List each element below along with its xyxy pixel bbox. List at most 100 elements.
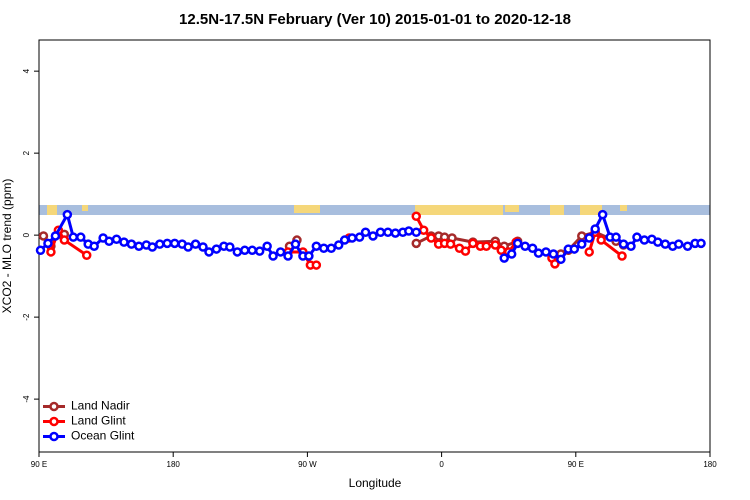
series-line (49, 215, 623, 267)
point (81, 250, 92, 260)
legend-marker (49, 431, 59, 442)
point (569, 244, 580, 254)
land-patch (550, 205, 564, 215)
point (104, 236, 114, 247)
x-tick-label: 0 (439, 460, 444, 469)
point (496, 245, 506, 256)
point (468, 238, 478, 249)
point (368, 231, 378, 241)
point (383, 227, 393, 238)
land-patch (47, 205, 57, 215)
point (347, 233, 357, 243)
point (262, 241, 272, 251)
point (556, 254, 566, 265)
x-tick-label: 90 E (31, 460, 47, 469)
y-tick-label: 0 (22, 232, 31, 237)
point (68, 232, 79, 242)
land-patch (82, 205, 88, 211)
point (225, 242, 235, 252)
point (590, 224, 600, 234)
point (617, 251, 627, 261)
point (232, 247, 243, 257)
point (155, 239, 165, 249)
point (418, 225, 429, 235)
y-tick-label: -4 (22, 395, 31, 403)
x-tick-label: 180 (703, 460, 717, 469)
point (541, 247, 551, 257)
legend-marker (49, 416, 59, 427)
point (506, 249, 517, 259)
point (46, 247, 56, 257)
point (584, 233, 594, 243)
point (360, 227, 371, 238)
point (597, 209, 608, 220)
point (548, 249, 559, 259)
point (577, 231, 587, 241)
point (404, 226, 414, 236)
point (50, 231, 61, 241)
point (611, 232, 621, 242)
point (247, 245, 257, 256)
point (639, 235, 650, 245)
point (411, 211, 422, 222)
point (204, 247, 214, 257)
point (126, 239, 137, 249)
point (290, 239, 301, 249)
point (445, 239, 456, 249)
point (499, 253, 509, 263)
x-tick-label: 180 (167, 460, 181, 469)
ocean-strip (39, 205, 710, 215)
point (38, 231, 49, 241)
point (626, 241, 636, 251)
point (304, 251, 314, 261)
y-tick-label: 2 (22, 150, 31, 155)
point (59, 235, 70, 245)
point (660, 239, 671, 249)
point (411, 227, 422, 238)
point (169, 238, 180, 249)
chart-title: 12.5N-17.5N February (Ver 10) 2015-01-01… (179, 11, 571, 28)
point (119, 237, 129, 247)
point (162, 238, 172, 249)
land-patch (294, 205, 320, 213)
y-tick-label: 4 (22, 68, 31, 73)
point (311, 241, 322, 251)
x-tick-label: 90 W (298, 460, 317, 469)
point (275, 247, 286, 257)
point (426, 233, 436, 243)
point (339, 235, 350, 245)
y-tick-label: -2 (22, 313, 31, 321)
point (240, 245, 250, 256)
point (653, 237, 663, 247)
point (520, 241, 530, 251)
point (268, 251, 278, 261)
point (673, 239, 684, 249)
x-tick-label: 90 E (568, 460, 584, 469)
point (481, 241, 492, 251)
point (527, 243, 538, 254)
point (411, 238, 422, 249)
point (190, 239, 201, 249)
legend-label: Land Glint (71, 414, 126, 428)
x-axis-label: Longitude (349, 476, 402, 490)
point (183, 242, 193, 252)
legend-label: Ocean Glint (71, 429, 135, 443)
point (577, 239, 587, 249)
point (682, 241, 693, 251)
point (211, 244, 222, 254)
point (62, 209, 73, 220)
point (460, 246, 471, 256)
point (490, 240, 501, 250)
point (319, 243, 329, 254)
land-mask (39, 205, 710, 215)
land-patch (620, 205, 627, 211)
point (147, 242, 158, 252)
point (111, 234, 122, 244)
point (596, 235, 606, 245)
legend-marker (49, 401, 59, 412)
point (89, 241, 99, 251)
point (512, 238, 523, 249)
point (333, 240, 344, 250)
point (43, 238, 53, 249)
